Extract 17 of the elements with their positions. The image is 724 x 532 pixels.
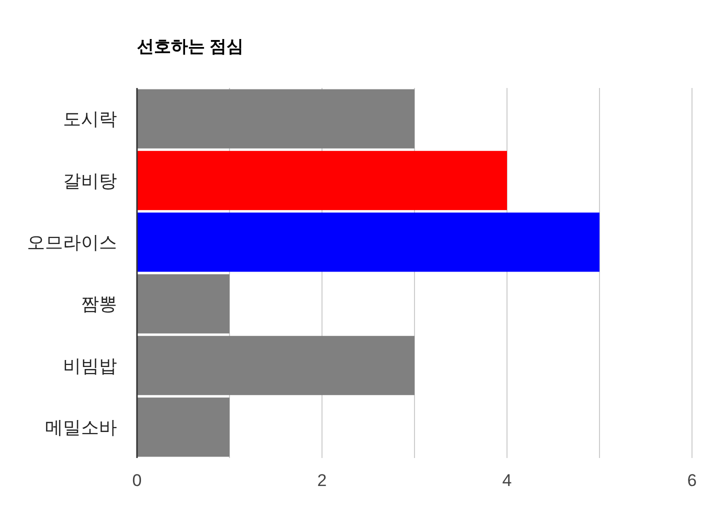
bar — [137, 150, 507, 210]
bar — [137, 89, 414, 148]
y-tick-label: 짬뽕 — [81, 294, 117, 314]
y-tick-label: 갈비탕 — [63, 170, 117, 191]
x-tick-label: 2 — [317, 471, 327, 490]
bar — [137, 398, 230, 457]
y-tick-label: 도시락 — [63, 109, 117, 130]
chart-title: 선호하는 점심 — [137, 37, 244, 56]
y-tick-label: 비빔밥 — [63, 356, 117, 376]
x-tick-label: 4 — [502, 471, 512, 490]
bar — [137, 274, 230, 334]
x-tick-label: 6 — [687, 471, 697, 490]
x-tick-label: 0 — [132, 471, 142, 490]
bar — [137, 212, 600, 272]
y-tick-label: 오므라이스 — [27, 232, 117, 252]
y-tick-label: 메밀소바 — [45, 417, 117, 438]
bar — [137, 336, 414, 396]
